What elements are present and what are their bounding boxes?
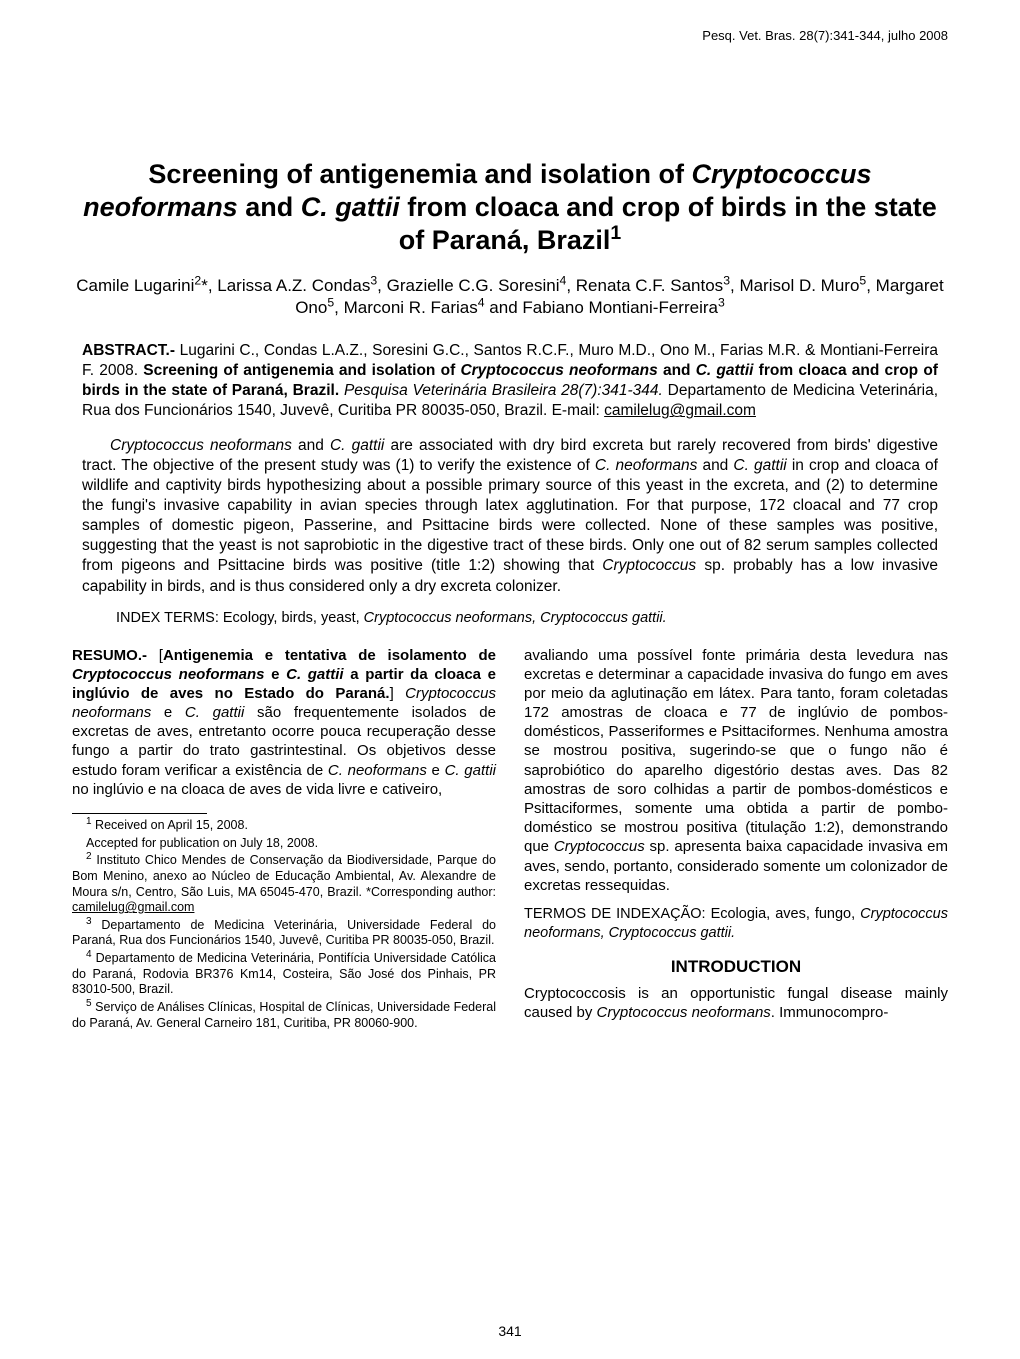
footnote-5: Serviço de Análises Clínicas, Hospital d… <box>72 1000 496 1030</box>
footnote-3: Departamento de Medicina Veterinária, Un… <box>72 918 496 948</box>
right-column: avaliando uma possível fonte primária de… <box>524 646 948 1034</box>
abstract-body-text: Cryptococcus neoformans and C. gattii ar… <box>82 437 938 595</box>
resumo-heading: RESUMO.- <box>72 647 147 664</box>
footnote-4: Departamento de Medicina Veterinária, Po… <box>72 951 496 996</box>
introduction-body: Cryptococcosis is an opportunistic funga… <box>524 984 948 1022</box>
abstract-heading: ABSTRACT.- <box>82 342 175 359</box>
abstract-citation: ABSTRACT.- Lugarini C., Condas L.A.Z., S… <box>82 341 938 422</box>
index-terms-label: INDEX TERMS: <box>116 610 219 626</box>
resumo-right-text: avaliando uma possível fonte primária de… <box>524 646 948 895</box>
footnote-rule <box>72 813 207 814</box>
running-head: Pesq. Vet. Bras. 28(7):341-344, julho 20… <box>702 28 948 45</box>
abstract-citation-text: Lugarini C., Condas L.A.Z., Soresini G.C… <box>82 342 938 419</box>
footnote-2: Instituto Chico Mendes de Conservação da… <box>72 853 496 914</box>
author-byline: Camile Lugarini2*, Larissa A.Z. Condas3,… <box>72 275 948 319</box>
footnotes: 1 Received on April 15, 2008. Accepted f… <box>72 818 496 1031</box>
index-terms-text: Ecology, birds, yeast, Cryptococcus neof… <box>223 610 667 626</box>
abstract-body: Cryptococcus neoformans and C. gattii ar… <box>82 436 938 597</box>
index-terms: INDEX TERMS: Ecology, birds, yeast, Cryp… <box>82 609 938 628</box>
termos-indexacao-label: TERMOS DE INDEXAÇÃO: <box>524 906 706 922</box>
article-title: Screening of antigenemia and isolation o… <box>72 158 948 257</box>
page-number: 341 <box>498 1323 521 1341</box>
footnote-1: Received on April 15, 2008. <box>95 818 248 832</box>
left-column: RESUMO.- [Antigenemia e tentativa de iso… <box>72 646 496 1034</box>
introduction-heading: INTRODUCTION <box>524 956 948 978</box>
footnote-1b: Accepted for publication on July 18, 200… <box>86 836 318 850</box>
two-column-body: RESUMO.- [Antigenemia e tentativa de iso… <box>72 646 948 1034</box>
